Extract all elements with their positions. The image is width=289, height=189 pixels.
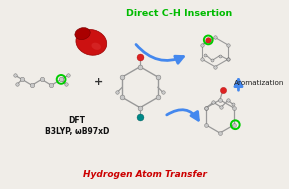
Ellipse shape xyxy=(92,43,101,50)
Text: Direct C-H Insertion: Direct C-H Insertion xyxy=(126,9,232,18)
Text: +: + xyxy=(94,77,103,87)
Text: Aromatization: Aromatization xyxy=(234,80,284,86)
Text: DFT
B3LYP, ωB97xD: DFT B3LYP, ωB97xD xyxy=(45,116,109,136)
Text: Hydrogen Atom Transfer: Hydrogen Atom Transfer xyxy=(83,170,207,179)
Ellipse shape xyxy=(76,29,107,55)
Ellipse shape xyxy=(75,28,90,40)
